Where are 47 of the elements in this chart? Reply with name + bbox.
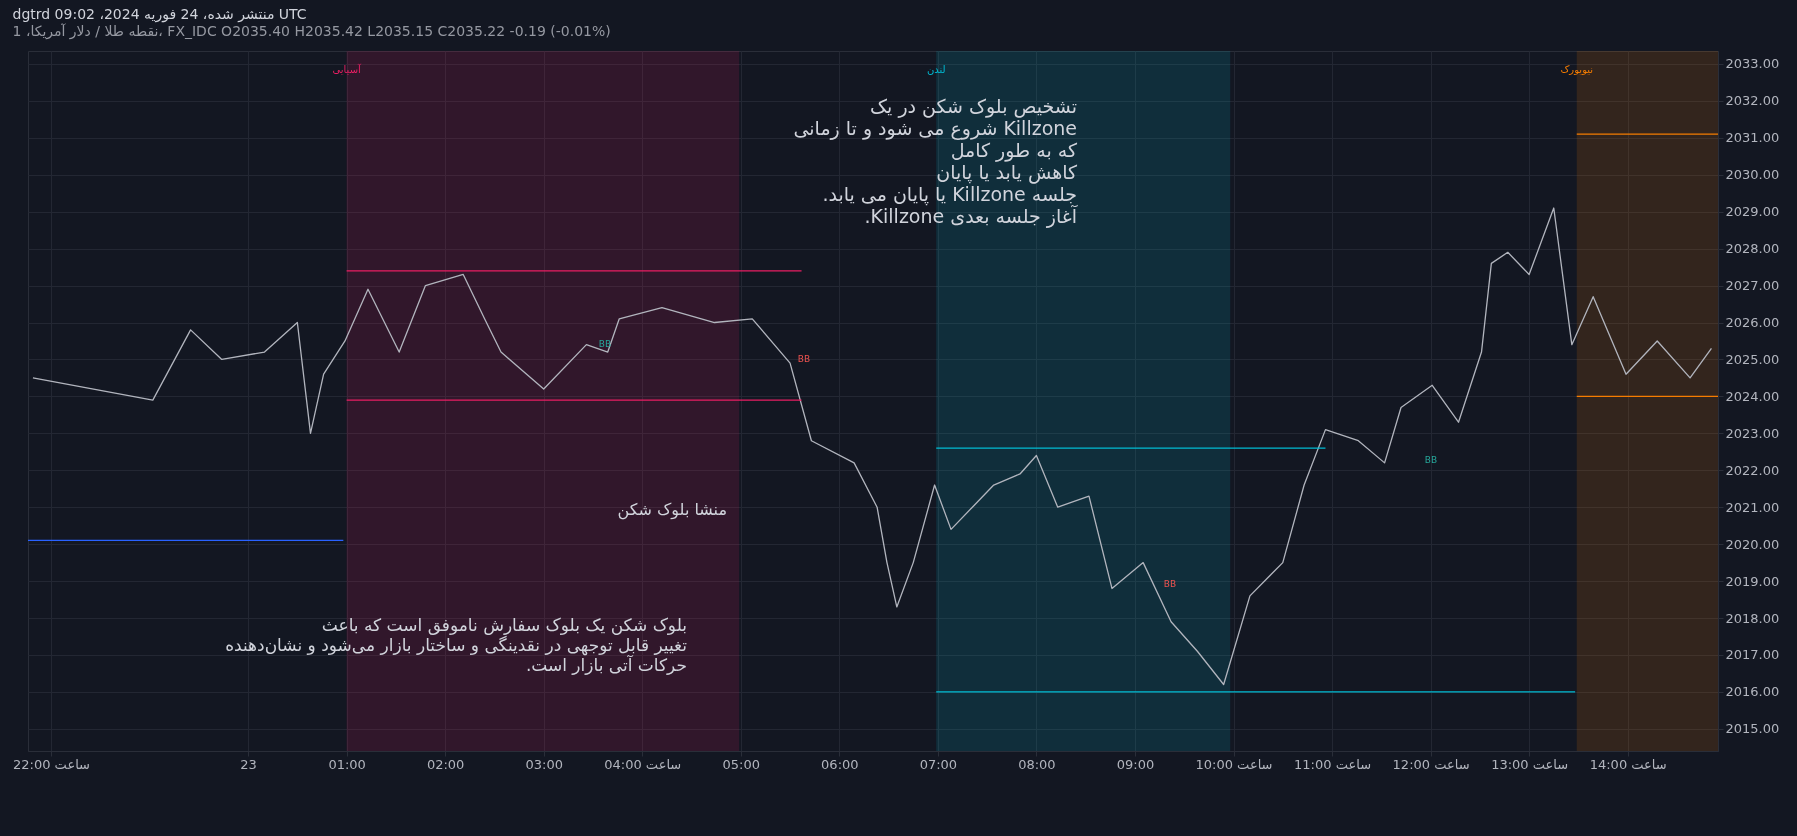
- x-tick-label: ساعت 11:00: [1294, 756, 1372, 772]
- x-tick-label: ساعت 13:00: [1491, 756, 1569, 772]
- y-tick-label: 2026.00: [1725, 315, 1780, 330]
- y-tick-label: 2016.00: [1725, 684, 1780, 700]
- annotation: بلوک شکن یک بلوک سفارش ناموفق است که باعث تغییر قابل توجهی در نقدینگی و ساختار بازار می‌شود و نشان‌دهنده حرکات آتی بازار است.: [225, 615, 687, 675]
- y-tick-label: 2027.00: [1725, 278, 1780, 294]
- y-tick-label: 2018.00: [1725, 610, 1780, 626]
- y-tick-label: 2033.00: [1725, 56, 1780, 72]
- y-tick-label: 2023.00: [1725, 425, 1780, 441]
- y-tick-label: 2031.00: [1725, 130, 1780, 146]
- x-tick-label: 09:00: [1116, 756, 1155, 772]
- y-tick-label: 2021.00: [1725, 499, 1780, 515]
- x-tick-label: 05:00: [722, 756, 761, 772]
- y-tick-label: 2017.00: [1725, 647, 1780, 663]
- x-tick-label: 01:00: [328, 756, 366, 772]
- annotation: BB: [1163, 579, 1177, 589]
- annotation: منشا بلوک شکن: [617, 500, 727, 519]
- x-tick-label: 07:00: [919, 756, 958, 772]
- band-label: آسیایی: [332, 63, 363, 75]
- line-series: [32, 207, 1713, 686]
- x-tick-label: 03:00: [525, 756, 563, 772]
- x-tick-label: ساعت 04:00: [604, 756, 682, 772]
- band-label: نیویورک: [1560, 64, 1594, 75]
- y-tick-label: 2032.00: [1725, 93, 1780, 109]
- band-label: لندن: [926, 64, 946, 75]
- y-tick-label: 2028.00: [1725, 241, 1780, 257]
- x-tick-label: 08:00: [1018, 756, 1056, 772]
- y-tick-label: 2020.00: [1725, 536, 1780, 552]
- y-tick-label: 2015.00: [1725, 721, 1780, 737]
- x-tick-label: ساعت 14:00: [1589, 756, 1667, 772]
- annotation: BB: [1424, 455, 1438, 465]
- annotation: تشخیص بلوک شکن در یک Killzone شروع می شود و تا زمانی که به طور کامل کاهش یابد یا پایان جلسه Killzone یا پایان می یابد. آغاز جلسه بعدی Killzone.: [793, 95, 1077, 227]
- x-tick-label: 23: [240, 756, 257, 772]
- x-tick-label: ساعت 22:00: [13, 756, 90, 772]
- y-tick-label: 2025.00: [1725, 351, 1780, 367]
- chart-title: dgtrd منتشر شده، 24 فوریه 2024، 09:02 UTC: [12, 6, 307, 23]
- chart-subtitle: نقطه طلا / دلار آمریکا، 1، FX_IDC O2035.40 H2035.42 L2035.15 C2035.22 -0.19 (-0.01%): [12, 23, 611, 40]
- y-tick-label: 2019.00: [1725, 573, 1780, 589]
- y-tick-label: 2024.00: [1725, 388, 1780, 404]
- x-tick-label: 02:00: [426, 756, 465, 772]
- annotation: BB: [797, 354, 811, 364]
- y-tick-label: 2022.00: [1725, 462, 1780, 478]
- y-tick-label: 2029.00: [1725, 204, 1780, 220]
- x-tick-label: ساعت 10:00: [1195, 756, 1273, 772]
- x-tick-label: 06:00: [821, 756, 859, 772]
- y-tick-label: 2030.00: [1725, 167, 1780, 183]
- x-tick-label: ساعت 12:00: [1392, 756, 1470, 772]
